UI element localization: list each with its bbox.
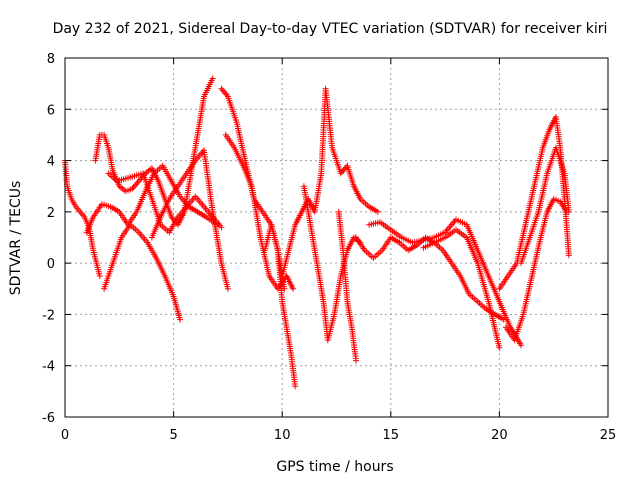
series-marker-path [261, 221, 299, 390]
x-tick-label: 25 [600, 428, 617, 443]
series-trace-c [101, 221, 184, 323]
series-trace-h [222, 131, 297, 292]
axis-ticks: 0 5 10 15 20 25 -6 -4 -2 0 2 4 6 8 [42, 52, 616, 443]
series-marker-path [420, 226, 503, 351]
series-trace-l [335, 208, 359, 364]
x-tick-label: 15 [383, 428, 400, 443]
y-tick-label: 0 [47, 257, 55, 272]
series-marker-path [335, 208, 359, 364]
series-marker-path [83, 162, 220, 236]
plot-frame [64, 57, 609, 418]
x-tick-label: 10 [274, 428, 291, 443]
y-tick-label: 8 [47, 52, 55, 67]
series-trace-q [502, 196, 570, 344]
series-trace-r [518, 144, 572, 267]
y-axis-label: SDTVAR / TECUs [8, 181, 24, 296]
series-trace-f [148, 147, 231, 292]
y-tick-label: -6 [42, 411, 55, 426]
series-trace-i [261, 221, 299, 390]
y-tick-label: 2 [47, 206, 55, 221]
y-tick-label: 6 [47, 103, 55, 118]
series-marker-path [366, 216, 525, 349]
y-tick-label: -4 [42, 360, 55, 375]
series-trace-d [83, 162, 220, 236]
series-trace-o [420, 226, 503, 351]
series-marker-path [148, 147, 231, 292]
chart-title: Day 232 of 2021, Sidereal Day-to-day VTE… [53, 21, 608, 37]
x-tick-label: 20 [491, 428, 508, 443]
y-tick-label: -2 [42, 308, 55, 323]
x-tick-label: 5 [169, 428, 177, 443]
y-tick-label: 4 [47, 155, 55, 170]
series-marker-path [502, 196, 570, 344]
series-marker-path [518, 144, 572, 267]
data-points [62, 75, 572, 390]
series-trace-n [366, 216, 525, 349]
series-marker-path [222, 131, 297, 292]
series-marker-path [101, 221, 184, 323]
x-tick-label: 0 [61, 428, 69, 443]
x-axis-label: GPS time / hours [276, 459, 393, 475]
